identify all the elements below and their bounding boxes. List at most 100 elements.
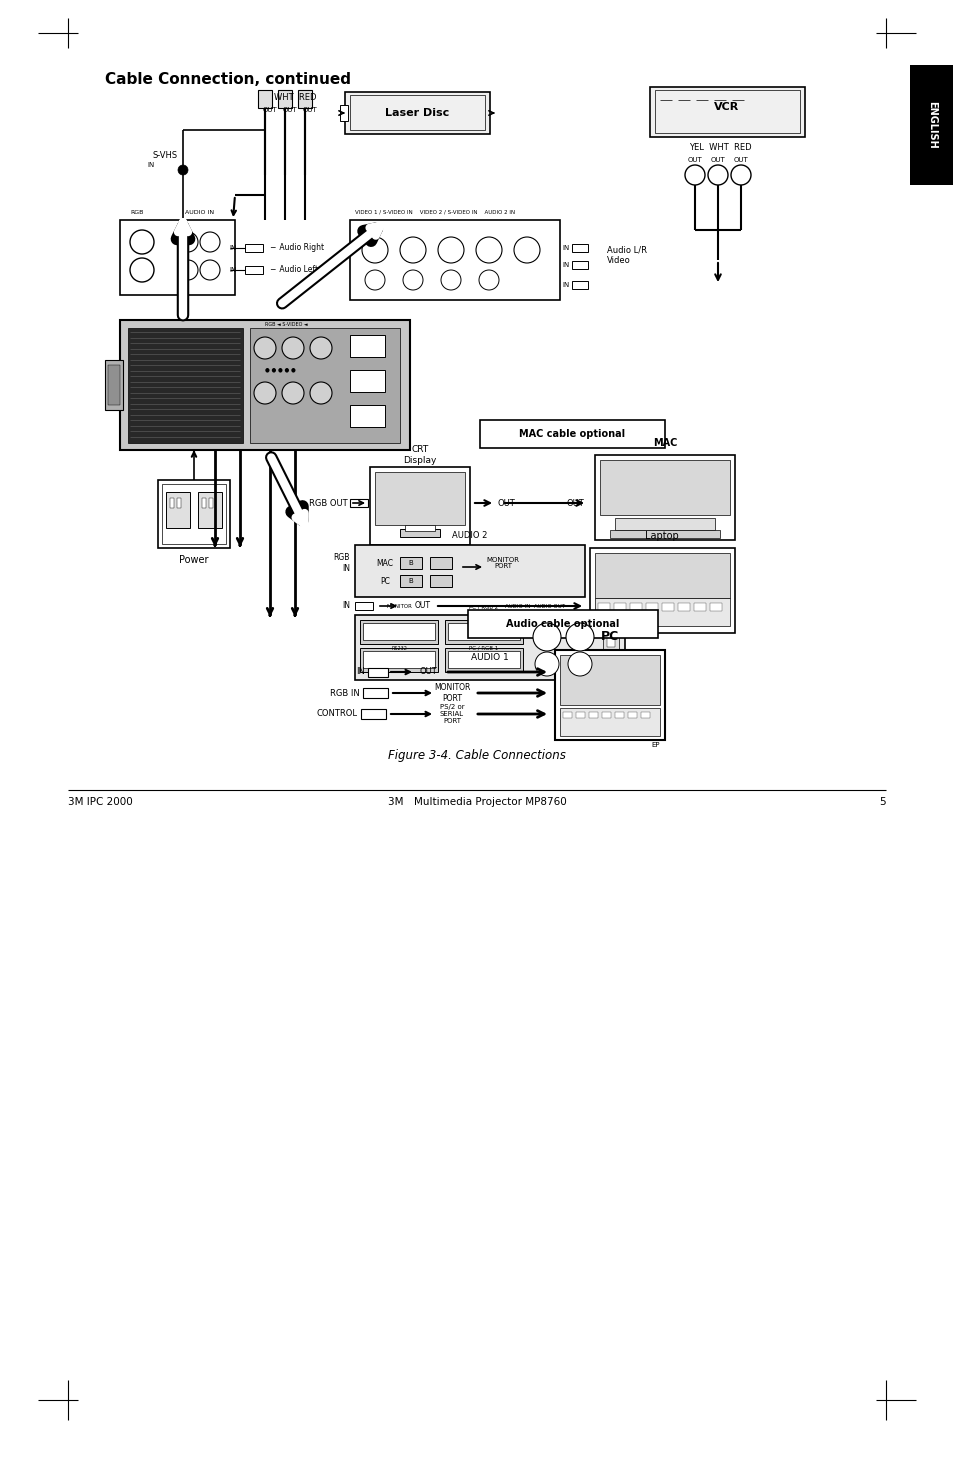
Bar <box>245 266 263 274</box>
Bar <box>355 615 624 680</box>
Bar <box>479 420 664 448</box>
Text: MAC: MAC <box>376 559 393 568</box>
Text: PC: PC <box>600 630 618 643</box>
Bar <box>350 94 484 130</box>
Text: ─  Audio Right: ─ Audio Right <box>270 243 324 252</box>
Bar <box>576 712 584 718</box>
Circle shape <box>130 258 153 282</box>
Circle shape <box>200 232 220 252</box>
Circle shape <box>440 270 460 291</box>
Text: AUDIO IN: AUDIO IN <box>185 209 213 214</box>
Bar <box>297 90 312 108</box>
Text: IN: IN <box>230 267 236 273</box>
Bar <box>345 91 490 134</box>
Text: S-VHS: S-VHS <box>152 150 178 159</box>
Circle shape <box>478 270 498 291</box>
Circle shape <box>535 652 558 676</box>
Bar <box>350 220 559 299</box>
Text: B: B <box>408 578 413 584</box>
Bar <box>615 518 714 530</box>
Text: AUDIO 2: AUDIO 2 <box>452 531 487 540</box>
Bar <box>363 650 435 668</box>
Circle shape <box>310 382 332 404</box>
Text: OUT: OUT <box>687 156 701 164</box>
Bar <box>572 261 587 268</box>
Bar <box>277 90 292 108</box>
Circle shape <box>282 336 304 358</box>
Text: OUT: OUT <box>282 108 297 114</box>
Bar <box>128 327 243 442</box>
Text: IN: IN <box>230 245 236 251</box>
Bar <box>363 622 435 640</box>
Bar <box>202 499 206 507</box>
Bar <box>627 712 637 718</box>
Bar <box>198 493 222 528</box>
Bar <box>170 499 173 507</box>
Bar <box>655 90 800 133</box>
Bar <box>158 479 230 549</box>
Bar <box>108 364 120 406</box>
Text: MONITOR
PORT: MONITOR PORT <box>486 556 519 569</box>
Text: RGB OUT: RGB OUT <box>309 499 348 507</box>
Text: RGB: RGB <box>130 209 143 214</box>
Bar <box>595 454 734 540</box>
Text: IN: IN <box>341 600 350 609</box>
Bar <box>355 544 584 597</box>
Circle shape <box>514 237 539 263</box>
Circle shape <box>178 220 188 230</box>
Text: PC / RGB 1: PC / RGB 1 <box>469 646 498 650</box>
Bar <box>444 648 522 673</box>
Text: RGB IN: RGB IN <box>330 689 359 698</box>
Text: WHT  RED: WHT RED <box>274 93 315 102</box>
Bar <box>589 549 734 633</box>
Bar <box>640 712 649 718</box>
Circle shape <box>282 382 304 404</box>
Bar <box>370 468 470 544</box>
Bar <box>444 620 522 645</box>
Bar <box>609 530 720 538</box>
Text: PC: PC <box>379 577 390 586</box>
Bar <box>614 603 625 611</box>
Text: VCR: VCR <box>714 102 739 112</box>
Text: MAC: MAC <box>652 438 677 448</box>
Circle shape <box>130 230 153 254</box>
Bar <box>693 603 705 611</box>
Bar <box>572 282 587 289</box>
Text: RS232: RS232 <box>391 646 407 650</box>
Bar <box>359 620 437 645</box>
Text: RGB ◄ S-VIDEO ◄: RGB ◄ S-VIDEO ◄ <box>265 322 307 326</box>
Bar <box>350 335 385 357</box>
Bar <box>177 499 181 507</box>
Text: ● ● ● ● ●: ● ● ● ● ● <box>265 367 295 373</box>
Circle shape <box>533 622 560 650</box>
Bar <box>105 360 123 410</box>
Circle shape <box>178 260 198 280</box>
Bar <box>363 687 388 698</box>
Text: OUT: OUT <box>733 156 747 164</box>
Text: AUDIO 1: AUDIO 1 <box>471 653 508 662</box>
Bar <box>245 243 263 252</box>
Bar <box>678 603 689 611</box>
Bar <box>468 611 658 639</box>
Circle shape <box>567 652 592 676</box>
Bar <box>649 87 804 137</box>
Bar <box>448 622 519 640</box>
Bar <box>355 602 373 611</box>
Text: Cable Connection, continued: Cable Connection, continued <box>105 72 351 87</box>
Bar <box>257 90 272 108</box>
Circle shape <box>684 165 704 184</box>
Text: B: B <box>408 560 413 566</box>
Text: Audio cable optional: Audio cable optional <box>506 620 619 628</box>
Text: OUT: OUT <box>419 668 437 677</box>
Bar <box>162 484 226 544</box>
Text: Power: Power <box>179 555 209 565</box>
Text: VIDEO 1 / S-VIDEO IN    VIDEO 2 / S-VIDEO IN    AUDIO 2 IN: VIDEO 1 / S-VIDEO IN VIDEO 2 / S-VIDEO I… <box>355 209 515 214</box>
Text: OUT: OUT <box>710 156 724 164</box>
Text: IN: IN <box>148 162 154 168</box>
Text: MAC cable optional: MAC cable optional <box>518 429 624 440</box>
Text: IN: IN <box>562 245 569 251</box>
Bar <box>598 603 609 611</box>
Text: PS/2 or
SERIAL
PORT: PS/2 or SERIAL PORT <box>439 704 464 724</box>
Bar <box>350 370 385 392</box>
Circle shape <box>310 336 332 358</box>
